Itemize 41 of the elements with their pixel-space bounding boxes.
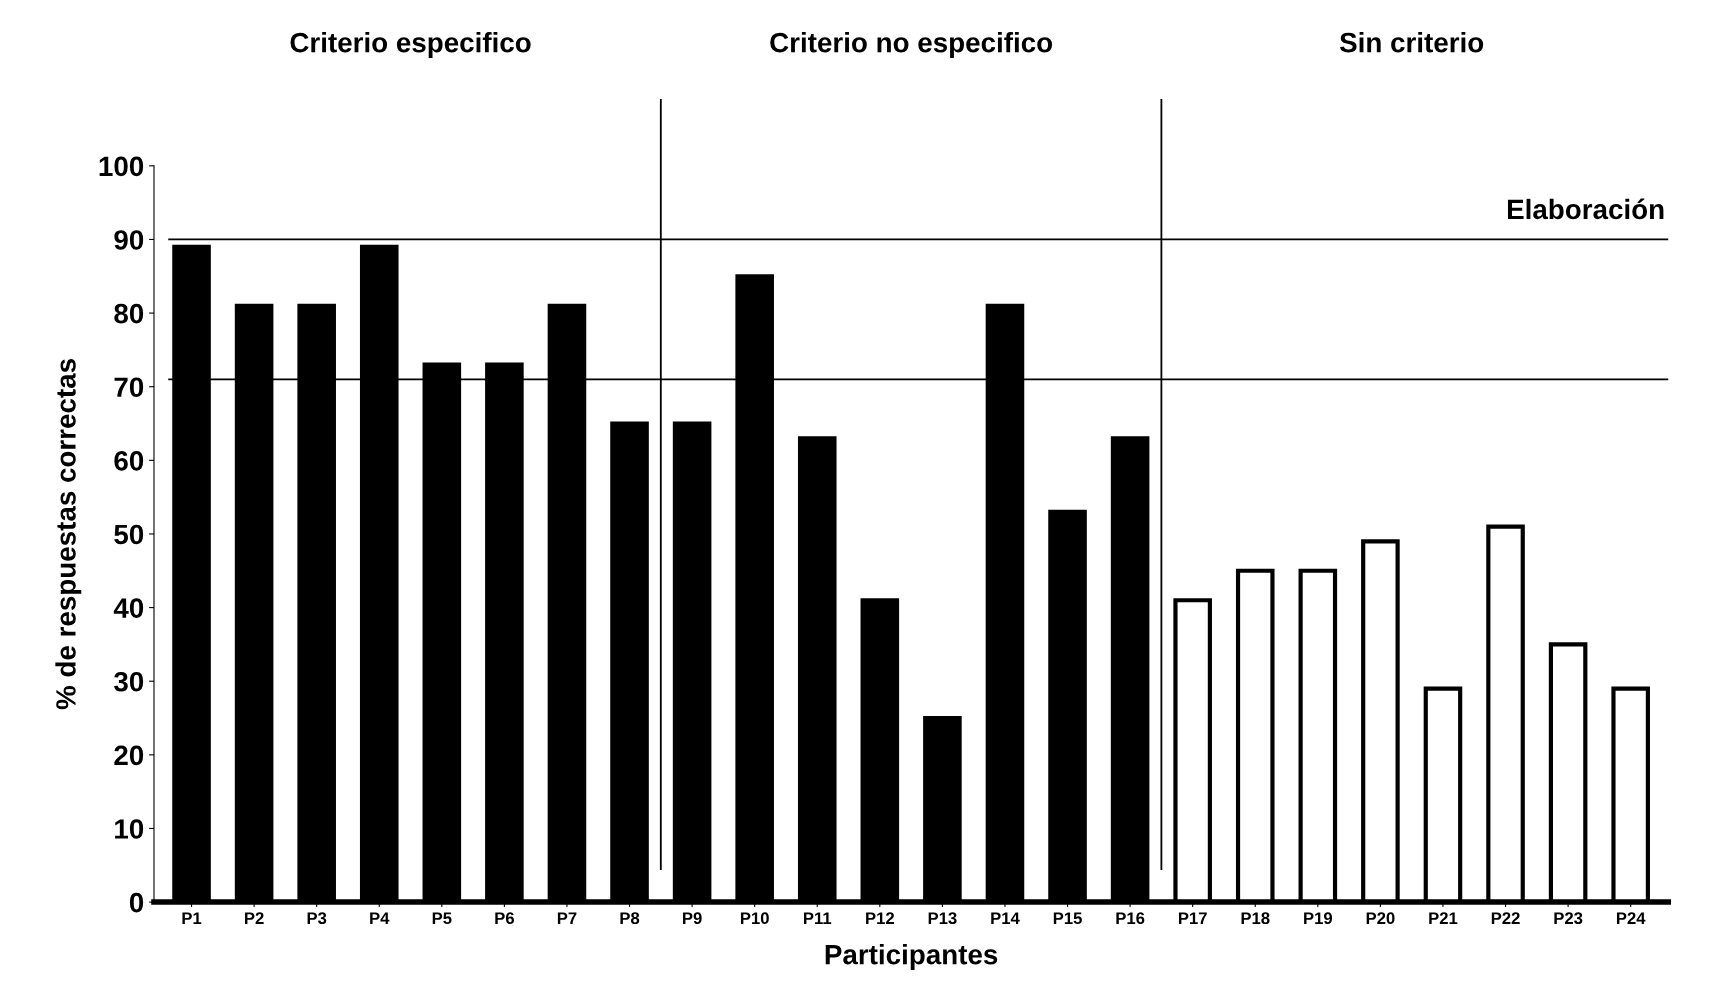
x-tick-label: P19 — [1304, 912, 1333, 925]
x-tick-label: P12 — [866, 912, 894, 924]
text: Criterio especifico — [290, 32, 531, 58]
x-tick-label: P21 — [1429, 912, 1458, 924]
y-tick-label: 60 — [114, 451, 144, 471]
x-tick-label: P6 — [495, 912, 514, 925]
x-tick-label: P18 — [1241, 912, 1270, 925]
y-tick-label: 20 — [114, 745, 144, 766]
x-tick-label: P7 — [557, 912, 577, 924]
y-tick-label: 80 — [114, 303, 144, 324]
x-tick-label: P17 — [1178, 912, 1207, 924]
x-tick-label: P11 — [804, 912, 832, 924]
y-tick-label: 70 — [114, 377, 144, 398]
ref-line-label: Elaboración — [1507, 198, 1664, 220]
x-tick-label: P20 — [1366, 912, 1395, 925]
x-tick-label: P4 — [370, 912, 390, 924]
x-tick-label: P16 — [1116, 912, 1145, 925]
x-tick-label: P13 — [928, 912, 957, 925]
x-tick-label: P14 — [991, 912, 1020, 924]
y-tick-label: 90 — [114, 230, 144, 250]
y-tick-label: 30 — [114, 671, 144, 692]
y-tick-label: 10 — [115, 819, 144, 839]
x-axis-title: Participantes — [825, 944, 998, 970]
text: Sin criterio — [1339, 32, 1484, 53]
x-tick-label: P1 — [182, 912, 202, 924]
x-tick-label: P23 — [1554, 912, 1583, 925]
y-tick-label: 40 — [113, 598, 144, 618]
x-tick-label: P10 — [740, 912, 769, 925]
x-tick-label: P22 — [1491, 912, 1520, 924]
x-tick-label: P8 — [620, 912, 640, 925]
x-tick-label: P2 — [245, 912, 264, 924]
y-tick-label: 100 — [99, 156, 144, 177]
y-tick-label: 0 — [129, 892, 144, 913]
y-axis-title: % de respuestas correctas — [55, 359, 82, 710]
x-tick-label: P9 — [683, 912, 702, 925]
x-tick-label: P24 — [1616, 912, 1646, 924]
x-tick-label: P3 — [307, 912, 327, 925]
text: Criterio no especifico — [770, 32, 1053, 58]
x-tick-label: P5 — [432, 912, 452, 925]
y-tick-label: 50 — [114, 524, 144, 545]
x-tick-label: P15 — [1053, 912, 1082, 925]
